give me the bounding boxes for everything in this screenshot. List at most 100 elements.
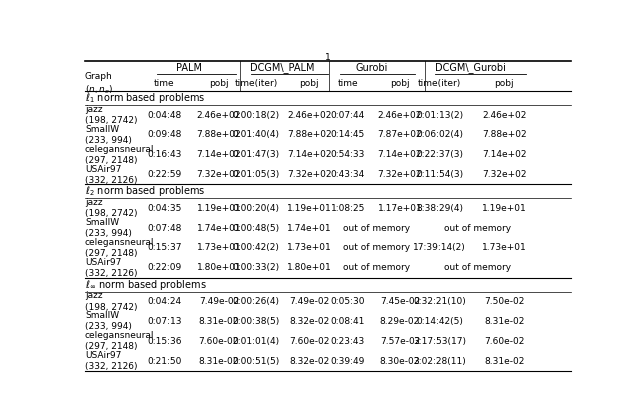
- Text: 7.14e+02: 7.14e+02: [482, 150, 526, 159]
- Text: 0:00:33(2): 0:00:33(2): [232, 263, 280, 272]
- Text: 0:01:13(2): 0:01:13(2): [416, 110, 463, 119]
- Text: 7.50e-02: 7.50e-02: [484, 297, 524, 306]
- Text: PALM: PALM: [176, 63, 202, 73]
- Text: 0:07:44: 0:07:44: [331, 110, 365, 119]
- Text: 7.60e-02: 7.60e-02: [198, 337, 239, 346]
- Text: 7.57e-02: 7.57e-02: [380, 337, 420, 346]
- Text: 0:00:18(2): 0:00:18(2): [232, 110, 280, 119]
- Text: 0:16:43: 0:16:43: [147, 150, 182, 159]
- Text: SmallW
(233, 994): SmallW (233, 994): [85, 125, 132, 145]
- Text: 8.32e-02: 8.32e-02: [289, 317, 329, 326]
- Text: 3:17:53(17): 3:17:53(17): [413, 337, 466, 346]
- Text: 8.31e-02: 8.31e-02: [198, 357, 239, 366]
- Text: celegansneural
(297, 2148): celegansneural (297, 2148): [85, 145, 154, 165]
- Text: jazz
(198, 2742): jazz (198, 2742): [85, 105, 138, 125]
- Text: 1.74e+01: 1.74e+01: [196, 224, 241, 233]
- Text: 2.46e+02: 2.46e+02: [196, 110, 241, 119]
- Text: 7.32e+02: 7.32e+02: [482, 170, 526, 179]
- Text: 0:23:43: 0:23:43: [331, 337, 365, 346]
- Text: SmallW
(233, 994): SmallW (233, 994): [85, 311, 132, 331]
- Text: 0:14:45: 0:14:45: [331, 130, 365, 139]
- Text: 0:00:42(2): 0:00:42(2): [233, 243, 280, 252]
- Text: 7.49e-02: 7.49e-02: [289, 297, 329, 306]
- Text: pobj: pobj: [209, 79, 228, 88]
- Text: 0:22:59: 0:22:59: [147, 170, 182, 179]
- Text: 7.14e+02: 7.14e+02: [378, 150, 422, 159]
- Text: 1.19e+01: 1.19e+01: [482, 204, 527, 213]
- Text: 7.88e+02: 7.88e+02: [287, 130, 332, 139]
- Text: 2.46e+02: 2.46e+02: [482, 110, 526, 119]
- Text: pobj: pobj: [494, 79, 514, 88]
- Text: jazz
(198, 2742): jazz (198, 2742): [85, 198, 138, 218]
- Text: 7.32e+02: 7.32e+02: [196, 170, 241, 179]
- Text: 0:00:38(5): 0:00:38(5): [232, 317, 280, 326]
- Text: time: time: [337, 79, 358, 88]
- Text: Gurobi: Gurobi: [355, 63, 388, 73]
- Text: $\ell_\infty$ norm based problems: $\ell_\infty$ norm based problems: [85, 278, 207, 292]
- Text: 1.80e+01: 1.80e+01: [196, 263, 241, 272]
- Text: DCGM\_Gurobi: DCGM\_Gurobi: [435, 63, 506, 74]
- Text: 1.74e+01: 1.74e+01: [287, 224, 332, 233]
- Text: Graph
$(n, n_e)$: Graph $(n, n_e)$: [85, 72, 113, 96]
- Text: 0:01:47(3): 0:01:47(3): [232, 150, 280, 159]
- Text: 0:08:41: 0:08:41: [331, 317, 365, 326]
- Text: 0:01:05(3): 0:01:05(3): [232, 170, 280, 179]
- Text: 1.80e+01: 1.80e+01: [287, 263, 332, 272]
- Text: 1.19e+01: 1.19e+01: [196, 204, 241, 213]
- Text: time(iter): time(iter): [234, 79, 278, 88]
- Text: DCGM\_PALM: DCGM\_PALM: [250, 63, 314, 74]
- Text: 1.73e+01: 1.73e+01: [482, 243, 527, 252]
- Text: pobj: pobj: [390, 79, 410, 88]
- Text: SmallW
(233, 994): SmallW (233, 994): [85, 218, 132, 238]
- Text: 0:00:51(5): 0:00:51(5): [232, 357, 280, 366]
- Text: 0:09:48: 0:09:48: [147, 130, 182, 139]
- Text: 0:43:34: 0:43:34: [331, 170, 365, 179]
- Text: 7.88e+02: 7.88e+02: [196, 130, 241, 139]
- Text: USAir97
(332, 2126): USAir97 (332, 2126): [85, 258, 138, 278]
- Text: 7.32e+02: 7.32e+02: [287, 170, 332, 179]
- Text: 0:01:01(4): 0:01:01(4): [232, 337, 280, 346]
- Text: 7.14e+02: 7.14e+02: [196, 150, 241, 159]
- Text: out of memory: out of memory: [444, 263, 511, 272]
- Text: 0:22:37(3): 0:22:37(3): [416, 150, 463, 159]
- Text: 7.32e+02: 7.32e+02: [378, 170, 422, 179]
- Text: 8.31e-02: 8.31e-02: [198, 317, 239, 326]
- Text: time(iter): time(iter): [418, 79, 461, 88]
- Text: 0:01:40(4): 0:01:40(4): [232, 130, 280, 139]
- Text: 0:32:21(10): 0:32:21(10): [413, 297, 466, 306]
- Text: 1:08:25: 1:08:25: [331, 204, 365, 213]
- Text: celegansneural
(297, 2148): celegansneural (297, 2148): [85, 238, 154, 258]
- Text: 0:05:30: 0:05:30: [331, 297, 365, 306]
- Text: pobj: pobj: [300, 79, 319, 88]
- Text: 2.46e+02: 2.46e+02: [378, 110, 422, 119]
- Text: 0:00:48(5): 0:00:48(5): [232, 224, 280, 233]
- Text: out of memory: out of memory: [343, 263, 410, 272]
- Text: 0:07:48: 0:07:48: [147, 224, 182, 233]
- Text: out of memory: out of memory: [343, 243, 410, 252]
- Text: 1.19e+01: 1.19e+01: [287, 204, 332, 213]
- Text: out of memory: out of memory: [343, 224, 410, 233]
- Text: $\ell_2$ norm based problems: $\ell_2$ norm based problems: [85, 184, 205, 198]
- Text: 7.88e+02: 7.88e+02: [482, 130, 526, 139]
- Text: 0:00:20(4): 0:00:20(4): [232, 204, 280, 213]
- Text: 0:15:36: 0:15:36: [147, 337, 182, 346]
- Text: 7.49e-02: 7.49e-02: [199, 297, 239, 306]
- Text: 1.17e+01: 1.17e+01: [378, 204, 422, 213]
- Text: 3:02:28(11): 3:02:28(11): [413, 357, 466, 366]
- Text: 0:06:02(4): 0:06:02(4): [416, 130, 463, 139]
- Text: 1.73e+01: 1.73e+01: [287, 243, 332, 252]
- Text: 0:04:48: 0:04:48: [147, 110, 182, 119]
- Text: 0:15:37: 0:15:37: [147, 243, 182, 252]
- Text: 7.45e-02: 7.45e-02: [380, 297, 420, 306]
- Text: USAir97
(332, 2126): USAir97 (332, 2126): [85, 351, 138, 371]
- Text: time: time: [154, 79, 175, 88]
- Text: 0:00:26(4): 0:00:26(4): [232, 297, 280, 306]
- Text: 1: 1: [325, 53, 331, 62]
- Text: out of memory: out of memory: [444, 224, 511, 233]
- Text: 0:11:54(3): 0:11:54(3): [416, 170, 463, 179]
- Text: 2.46e+02: 2.46e+02: [287, 110, 332, 119]
- Text: 17:39:14(2): 17:39:14(2): [413, 243, 466, 252]
- Text: 8.32e-02: 8.32e-02: [289, 357, 329, 366]
- Text: jazz
(198, 2742): jazz (198, 2742): [85, 292, 138, 312]
- Text: 1.73e+01: 1.73e+01: [196, 243, 241, 252]
